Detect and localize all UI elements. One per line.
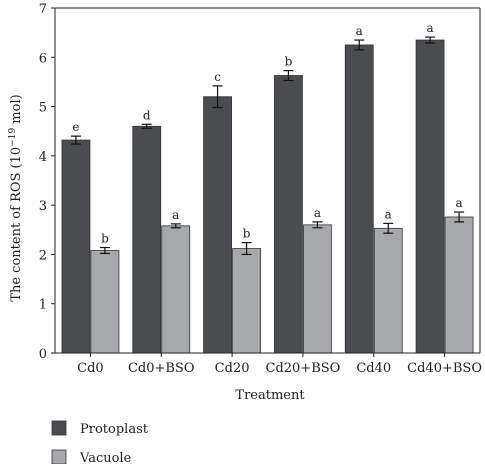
significance-letter: e: [72, 120, 79, 134]
significance-letter: b: [285, 55, 293, 69]
significance-letter: a: [427, 21, 434, 35]
y-axis-title-superscript: −19: [8, 128, 18, 147]
y-tick-label: 4: [39, 150, 47, 165]
significance-letter: d: [143, 108, 151, 122]
bar-vacuole-1: [161, 225, 191, 354]
bar-vacuole-2: [232, 248, 261, 354]
bar-vacuole-0: [90, 250, 120, 354]
significance-letter: c: [214, 70, 221, 84]
y-tick-label: 1: [39, 298, 47, 313]
axes-layer: [54, 7, 481, 354]
bar-vacuole-3: [303, 224, 332, 354]
y-tick-label: 6: [39, 51, 47, 66]
bar-vacuole-4: [373, 227, 403, 354]
bar-protoplast-4: [344, 44, 374, 354]
bar-vacuole-5: [444, 216, 474, 354]
y-axis-title: The content of ROS (10−19 mol): [8, 94, 24, 301]
bar-protoplast-1: [132, 125, 162, 354]
bar-protoplast-3: [274, 75, 303, 354]
y-axis-title-unit: mol): [9, 94, 24, 128]
bar-protoplast-2: [203, 96, 232, 354]
bar-protoplast-0: [61, 139, 91, 354]
legend-label-protoplast: Protoplast: [80, 422, 149, 437]
legend-label-vacuole: Vacuole: [79, 451, 132, 464]
significance-letters-layer: e b d a c b b a a a a a: [72, 21, 462, 245]
x-tick-label: Cd20: [215, 361, 250, 376]
x-tick-label: Cd0+BSO: [128, 361, 195, 376]
significance-letter: a: [172, 208, 179, 222]
y-tick-label: 0: [39, 347, 47, 362]
legend-swatch-vacuole: [51, 449, 67, 464]
significance-letter: b: [243, 227, 251, 241]
legend-swatch-protoplast: [51, 420, 67, 436]
x-tick-label: Cd0: [77, 361, 104, 376]
significance-letter: a: [356, 24, 363, 38]
x-ticks-layer: Cd0 Cd0+BSO Cd20 Cd20+BSO Cd40 Cd40+BSO: [77, 353, 482, 376]
bar-protoplast-5: [415, 39, 445, 354]
x-tick-label: Cd20+BSO: [266, 361, 341, 376]
y-tick-label: 5: [39, 101, 47, 116]
significance-letter: a: [314, 206, 321, 220]
significance-letter: a: [385, 207, 392, 221]
legend: Protoplast Vacuole: [51, 420, 149, 464]
significance-letter: b: [101, 232, 109, 246]
y-tick-label: 2: [39, 248, 47, 263]
y-tick-label: 7: [39, 2, 47, 17]
y-tick-label: 3: [39, 199, 47, 214]
x-axis-title: Treatment: [235, 388, 305, 403]
y-ticks-layer: 0 1 2 3 4 5 6 7: [39, 2, 55, 362]
x-tick-label: Cd40+BSO: [407, 361, 482, 376]
significance-letter: a: [456, 196, 463, 210]
x-tick-label: Cd40: [356, 361, 391, 376]
bars-layer: [61, 39, 474, 354]
error-bars-layer: [70, 36, 465, 256]
